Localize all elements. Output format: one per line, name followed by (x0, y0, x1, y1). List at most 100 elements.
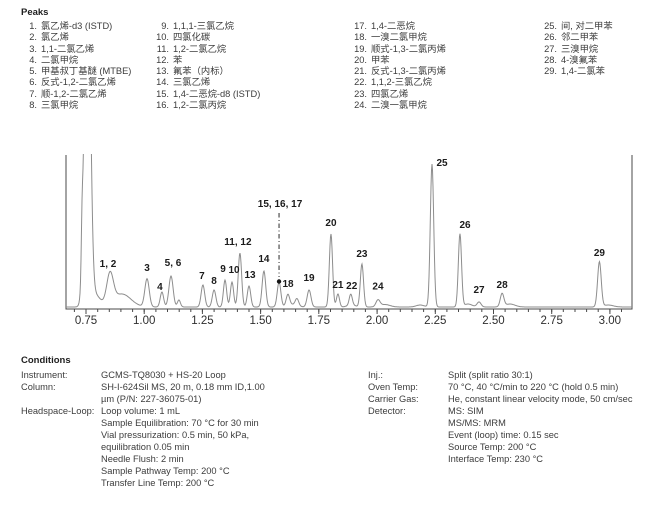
condition-label: Detector: (368, 406, 406, 416)
condition-value: Transfer Line Temp: 200 °C (101, 478, 215, 488)
peak-number: 28. (544, 54, 557, 65)
peak-compound-name: 反式-1,3-二氯丙烯 (371, 66, 446, 77)
x-tick-label: 1.75 (308, 315, 330, 327)
condition-row: Needle Flush: 2 min (21, 453, 265, 465)
peak-compound-name: 4-溴氟苯 (561, 54, 598, 65)
peak-number: 15. (156, 88, 169, 99)
peak-number: 20. (354, 54, 367, 65)
condition-value: Interface Temp: 230 °C (448, 454, 544, 464)
condition-label: Headspace-Loop: (21, 406, 95, 416)
peak-number: 26. (544, 32, 557, 43)
peak-list-item: 2. 氯乙烯 (21, 32, 131, 43)
condition-label: Carrier Gas: (368, 394, 419, 404)
peak-number: 4. (29, 54, 37, 65)
condition-value: Loop volume: 1 mL (101, 406, 181, 416)
x-tick-label: 1.00 (133, 315, 155, 327)
x-tick-label: 2.75 (540, 315, 562, 327)
peak-label-24: 24 (372, 282, 384, 293)
peak-number: 5. (29, 66, 37, 77)
peak-label-25: 25 (436, 158, 448, 169)
condition-row: Detector: MS: SIM (368, 405, 632, 417)
peak-number: 22. (354, 77, 367, 88)
peak-list-item: 20. 甲苯 (351, 55, 446, 66)
peak-compound-name: 反式-1,2-二氯乙烯 (41, 77, 116, 88)
peak-list-item: 1. 氯乙烯-d3 (ISTD) (21, 21, 131, 32)
condition-row: Event (loop) time: 0.15 sec (368, 429, 632, 441)
condition-row: Transfer Line Temp: 200 °C (21, 477, 265, 489)
condition-row: Interface Temp: 230 °C (368, 453, 632, 465)
peak-compound-name: 甲苯 (371, 54, 390, 65)
peak-list-item: 15. 1,4-二恶烷-d8 (ISTD) (153, 89, 260, 100)
conditions-right-block: Inj.: Split (split ratio 30:1) Oven Temp: 7… (368, 369, 632, 465)
peak-list-item: 6. 反式-1,2-二氯乙烯 (21, 77, 131, 88)
peak-number: 7. (29, 88, 37, 99)
peak-compound-name: 间, 对二甲苯 (561, 21, 613, 31)
peak-list-item: 5. 甲基叔丁基醚 (MTBE) (21, 66, 131, 77)
peak-list-item: 24. 二溴一氯甲烷 (351, 100, 446, 111)
condition-row: µm (P/N: 227-36075-01) (21, 393, 265, 405)
peak-label-9: 9 (220, 264, 226, 275)
peak-list-item: 10. 四氯化碳 (153, 32, 260, 43)
peak-compound-name: 1,1,1-三氯乙烷 (173, 21, 234, 31)
peak-compound-name: 三氯乙烯 (173, 77, 211, 88)
peak-number: 3. (29, 43, 37, 54)
peak-list-item: 7. 顺-1,2-二氯乙烯 (21, 89, 131, 100)
x-tick-label: 2.50 (482, 315, 504, 327)
peak-compound-name: 氯乙烯-d3 (ISTD) (41, 21, 113, 31)
x-tick-label: 2.25 (424, 315, 446, 327)
peak-number: 16. (156, 100, 169, 111)
peak-list-item: 13. 氟苯（内标） (153, 66, 260, 77)
condition-label: Inj.: (368, 370, 383, 380)
peak-compound-name: 三氯甲烷 (41, 100, 79, 111)
peak-label-19: 19 (304, 273, 316, 284)
conditions-left-block: Instrument: GCMS-TQ8030 + HS-20 Loop Colum… (21, 369, 265, 489)
peak-label-26: 26 (459, 220, 471, 231)
x-tick-label: 0.75 (75, 315, 97, 327)
condition-row: Headspace-Loop: Loop volume: 1 mL (21, 405, 265, 417)
peak-compound-name: 1,4-二恶烷-d8 (ISTD) (173, 88, 261, 99)
condition-row: Sample Pathway Temp: 200 °C (21, 465, 265, 477)
peak-list-item: 14. 三氯乙烯 (153, 77, 260, 88)
peak-compound-name: 二溴一氯甲烷 (371, 100, 427, 111)
condition-label: Instrument: (21, 370, 68, 380)
condition-row: Source Temp: 200 °C (368, 441, 632, 453)
peak-label-4: 4 (157, 282, 163, 293)
condition-value: Split (split ratio 30:1) (448, 370, 533, 380)
peak-number: 14. (156, 77, 169, 88)
peak-compound-name: 一溴二氯甲烷 (371, 32, 427, 43)
condition-row: Column: SH-I-624Sil MS, 20 m, 0.18 mm ID,… (21, 381, 265, 393)
condition-row: Carrier Gas: He, constant linear velocity… (368, 393, 632, 405)
peak-compound-name: 氯乙烯 (41, 32, 69, 43)
condition-value: Sample Equilibration: 70 °C for 30 min (101, 418, 259, 428)
peak-number: 25. (544, 21, 557, 31)
peak-number: 18. (354, 32, 367, 43)
peak-compound-name: 顺式-1,3-二氯丙烯 (371, 43, 446, 54)
peak-label-3: 3 (144, 263, 150, 274)
peak-list-item: 4. 二氯甲烷 (21, 55, 131, 66)
condition-row: Vial pressurization: 0.5 min, 50 kPa, (21, 429, 265, 441)
peaks-column-4: 25. 间, 对二甲苯 26. 邻二甲苯 27. 三溴甲烷 28. 4-溴氟苯 29. 1,4-二… (541, 21, 613, 77)
peak-number: 9. (161, 21, 169, 31)
condition-value: µm (P/N: 227-36075-01) (101, 394, 202, 404)
condition-label: Column: (21, 382, 56, 392)
peak-label-21: 21 (332, 280, 344, 291)
peak-compound-name: 氟苯（内标） (173, 66, 229, 77)
peak-list-item: 26. 邻二甲苯 (541, 32, 613, 43)
peak-list-item: 22. 1,1,2-三氯乙烷 (351, 77, 446, 88)
condition-value: Vial pressurization: 0.5 min, 50 kPa, (101, 430, 250, 440)
condition-value: SH-I-624Sil MS, 20 m, 0.18 mm ID,1.00 (101, 382, 265, 392)
condition-value: 70 °C, 40 °C/min to 220 °C (hold 0.5 min… (448, 382, 619, 392)
peak-compound-name: 邻二甲苯 (561, 32, 599, 43)
peak-number: 2. (29, 32, 37, 43)
peak-label-10: 10 (228, 265, 240, 276)
peak-compound-name: 1,1-二氯乙烯 (41, 43, 95, 54)
peak-label-22: 22 (346, 281, 358, 292)
peak-list-item: 29. 1,4-二氯苯 (541, 66, 613, 77)
peak-number: 19. (354, 43, 367, 54)
peak-list-item: 9. 1,1,1-三氯乙烷 (153, 21, 260, 32)
peak-label-8: 8 (211, 276, 217, 287)
peak-list-item: 8. 三氯甲烷 (21, 100, 131, 111)
peak-number: 12. (156, 54, 169, 65)
peak-number: 27. (544, 43, 557, 54)
